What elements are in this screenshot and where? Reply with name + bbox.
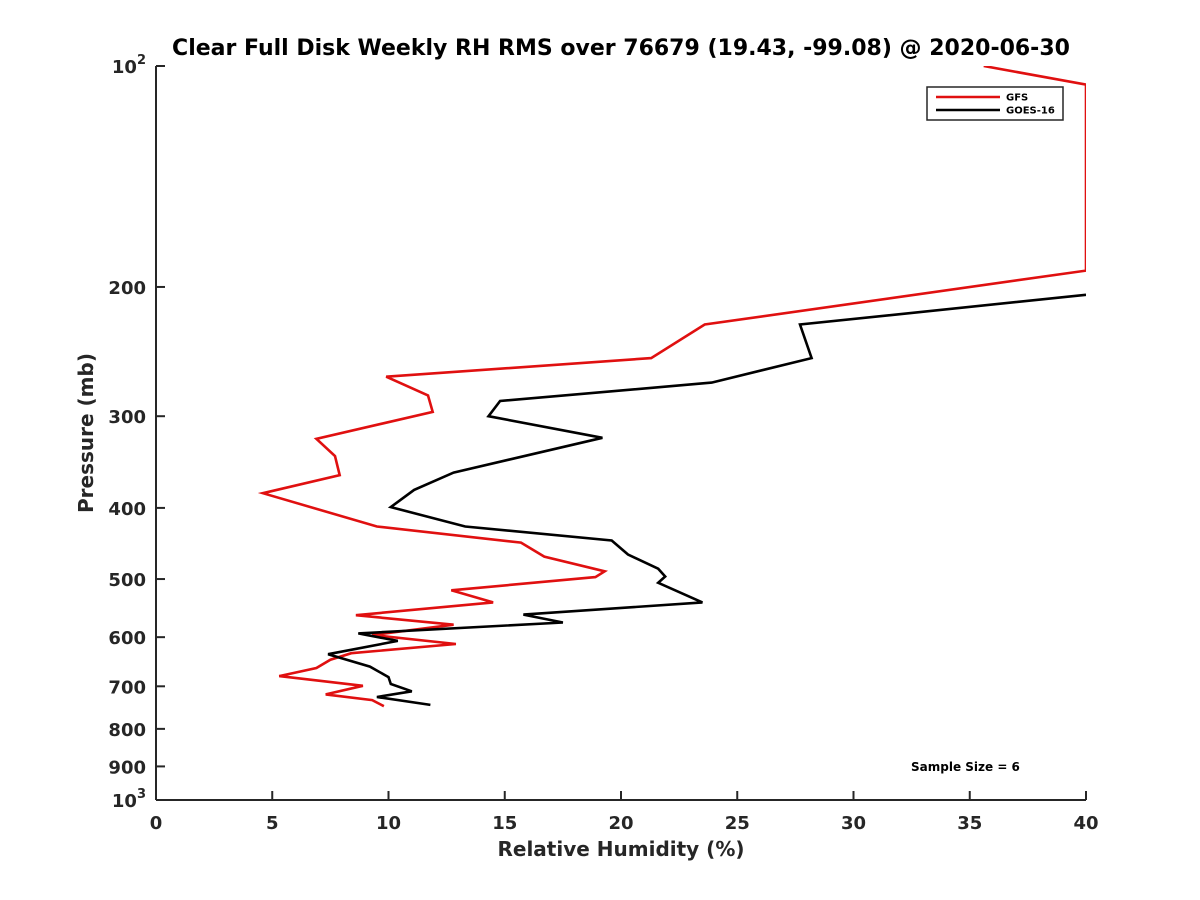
plot-area <box>257 66 1086 708</box>
ticks: 0 5 10 15 20 25 30 35 40 102 200 300 400 500 600 700 800… <box>108 53 1098 834</box>
y-tick-label: 800 <box>108 720 146 741</box>
sample-size-annotation: Sample Size = 6 <box>911 760 1020 774</box>
y-tick-label: 102 <box>112 53 146 78</box>
legend: GFS GOES-16 <box>926 86 1064 121</box>
chart-title: Clear Full Disk Weekly RH RMS over 76679… <box>172 36 1070 61</box>
x-tick-label: 10 <box>376 813 401 834</box>
axes <box>155 66 1086 801</box>
x-tick-label: 30 <box>841 813 866 834</box>
y-tick-label: 900 <box>108 757 146 778</box>
x-tick-label: 5 <box>266 813 279 834</box>
y-tick-label: 200 <box>108 278 146 299</box>
x-tick-label: 25 <box>725 813 750 834</box>
legend-label: GOES-16 <box>1006 106 1055 117</box>
legend-label: GFS <box>1006 93 1028 104</box>
series-line-goes-16 <box>327 293 1086 707</box>
x-tick-label: 20 <box>608 813 633 834</box>
y-tick-label: 300 <box>108 407 146 428</box>
x-axis-label: Relative Humidity (%) <box>497 837 744 861</box>
series-line-gfs <box>257 66 1086 708</box>
legend-box <box>926 86 1064 121</box>
x-tick-label: 35 <box>957 813 982 834</box>
y-tick-label: 103 <box>112 787 146 812</box>
y-axis-label: Pressure (mb) <box>74 353 98 513</box>
y-tick-label: 600 <box>108 628 146 649</box>
x-tick-label: 0 <box>150 813 163 834</box>
y-tick-label: 700 <box>108 677 146 698</box>
y-tick-label: 400 <box>108 499 146 520</box>
x-tick-label: 40 <box>1073 813 1098 834</box>
y-tick-label: 500 <box>108 570 146 591</box>
x-tick-label: 15 <box>492 813 517 834</box>
